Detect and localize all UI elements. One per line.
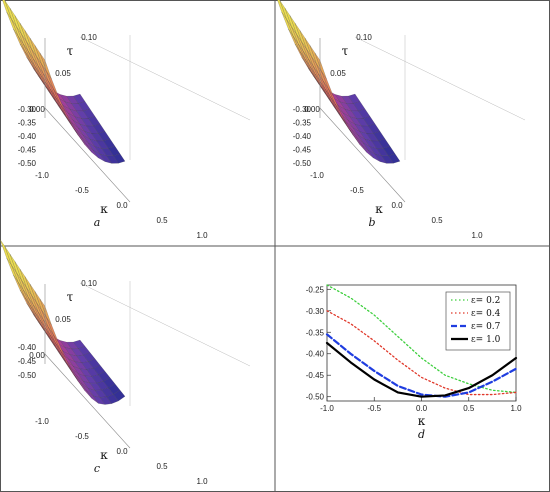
y-tick-label: -0.30 [306, 307, 325, 316]
surface-kappa-tick: 0.0 [116, 447, 128, 456]
surface-kappa-tick: 0.5 [156, 216, 168, 225]
surface-kappa-axis [319, 107, 406, 203]
surface-patch [113, 389, 126, 402]
x-tick-label: 0.5 [463, 404, 475, 413]
surface-z-tick: -0.35 [293, 119, 312, 128]
series-line [325, 333, 518, 398]
surface-kappa-tick: -1.0 [310, 171, 324, 180]
surface-kappa-tick: -0.5 [75, 186, 89, 195]
x-tick-label: 1.0 [510, 404, 522, 413]
y-tick-label: -0.25 [306, 285, 325, 294]
surface-tau-tick: 0.00 [29, 351, 45, 360]
surface-kappa-tick: 1.0 [471, 231, 483, 240]
surface-z-tick: -0.50 [18, 371, 37, 380]
surface-patch [388, 153, 401, 164]
surface-back-edge [79, 36, 251, 121]
y-tick-label: -0.40 [306, 350, 325, 359]
surface-kappa-tick: -0.5 [75, 432, 89, 441]
surface-z-tick: -0.30 [18, 105, 37, 114]
legend-box [445, 291, 511, 351]
surface-z-tick: -0.50 [18, 159, 37, 168]
surface-z-tick: -0.35 [18, 119, 37, 128]
surface-tau-tick: 0.05 [55, 315, 71, 324]
surface-kappa-axis [44, 353, 131, 449]
surface-kappa-tick: 0.5 [156, 462, 168, 471]
surface-tau-tick: 0.10 [81, 279, 97, 288]
surface-kappa-axis [44, 107, 131, 203]
panel-d-line-chart: -0.25 -0.30 -0.35 -0.40 -0.45 -0.50 -1.0 -0.5 0… [306, 284, 522, 441]
surface-panels: -0.30 -0.35 -0.40 -0.45 -0.50 0.00 0.05 0.10 τ -1… [0, 0, 526, 486]
panel-d-y-ticks: -0.25 -0.30 -0.35 -0.40 -0.45 -0.50 [306, 285, 331, 402]
legend-entry: ε= 1.0 [471, 335, 501, 345]
surface-kappa-tick: 0.5 [431, 216, 443, 225]
surface-z-tick: -0.40 [293, 132, 312, 141]
surface-z-tick: -0.45 [293, 146, 312, 155]
surface-kappa-tick: 1.0 [196, 231, 208, 240]
surface-z-tick: -0.45 [18, 357, 37, 366]
panel-d-label: d [418, 428, 425, 441]
surface-panel-label: b [368, 216, 375, 229]
y-tick-label: -0.35 [306, 328, 325, 337]
y-tick-label: -0.45 [306, 371, 325, 380]
surface-panel-c: -0.40 -0.45 -0.50 0.00 0.05 0.10 τ -1.0 -0.5 0.0 0… [0, 239, 251, 486]
surface-kappa-label: κ [375, 202, 383, 216]
surface-z-tick: -0.30 [293, 105, 312, 114]
x-tick-label: -1.0 [320, 404, 334, 413]
series-line [325, 341, 518, 398]
surface-z-tick: -0.40 [18, 132, 37, 141]
series-line [326, 310, 517, 396]
surface-patch [113, 153, 126, 164]
x-tick-label: 0.0 [416, 404, 428, 413]
surface-tau-label: τ [67, 290, 74, 304]
legend-entry: ε= 0.4 [471, 309, 501, 319]
surface-kappa-label: κ [100, 448, 108, 462]
surface-z-tick: -0.45 [18, 146, 37, 155]
y-tick-label: -0.50 [306, 393, 325, 402]
surface-kappa-tick: 0.0 [391, 201, 403, 210]
surface-kappa-tick: -1.0 [35, 417, 49, 426]
legend-entry: ε= 0.2 [471, 296, 500, 306]
surface-panel-label: c [94, 462, 100, 475]
surface-panel-b: -0.30 -0.35 -0.40 -0.45 -0.50 0.00 0.05 0.10 τ -1… [277, 0, 526, 240]
panel-d-legend: ε= 0.2 ε= 0.4 ε= 0.7 ε= 1.0 [445, 291, 511, 351]
series-line [326, 284, 517, 394]
x-tick-label: -0.5 [367, 404, 381, 413]
panel-d-series [325, 284, 518, 398]
surface-panel-a: -0.30 -0.35 -0.40 -0.45 -0.50 0.00 0.05 0.10 τ -1… [2, 0, 251, 240]
surface-tau-label: τ [342, 44, 349, 58]
surface-tau-label: τ [67, 44, 74, 58]
surface-back-edge [354, 36, 526, 121]
surface-tau-tick: 0.10 [81, 33, 97, 42]
surface-kappa-tick: 0.0 [116, 201, 128, 210]
surface-tau-tick: 0.00 [304, 105, 320, 114]
surface-tau-tick: 0.05 [330, 69, 346, 78]
surface-z-tick: -0.40 [18, 343, 37, 352]
surface-kappa-label: κ [100, 202, 108, 216]
panel-d-x-axis-label: κ [418, 414, 426, 428]
surface-kappa-tick: -1.0 [35, 171, 49, 180]
surface-tau-tick: 0.10 [356, 33, 372, 42]
surface-panel-label: a [94, 216, 101, 229]
legend-entry: ε= 0.7 [471, 322, 501, 332]
surface-kappa-tick: -0.5 [350, 186, 364, 195]
surface-z-tick: -0.50 [293, 159, 312, 168]
surface-kappa-tick: 1.0 [196, 477, 208, 486]
surface-tau-tick: 0.05 [55, 69, 71, 78]
surface-back-edge [79, 282, 251, 367]
surface-tau-tick: 0.00 [29, 105, 45, 114]
